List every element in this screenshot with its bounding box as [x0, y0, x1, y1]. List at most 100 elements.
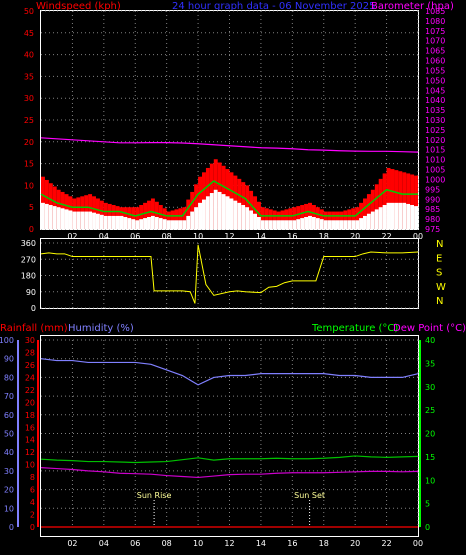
rainfall-tick-label: 8 — [30, 473, 35, 482]
speed-bar — [288, 220, 293, 229]
speed-bar — [88, 211, 93, 229]
gust-bar — [402, 172, 407, 229]
speed-bar — [249, 210, 254, 229]
rainfall-tick-label: 18 — [25, 411, 35, 420]
windspeed-axis-title: Windspeed (kph) — [36, 1, 121, 12]
gust-bar — [382, 173, 387, 229]
temperature-tick-label: 15 — [425, 453, 435, 462]
speed-bar — [174, 220, 179, 229]
temperature-line — [40, 455, 419, 464]
speed-bar — [76, 211, 81, 229]
speed-bar — [347, 220, 352, 229]
speed-bar — [209, 193, 214, 229]
barometer-tick-label: 1035 — [425, 106, 445, 115]
windspeed-tick-label: 20 — [24, 138, 34, 147]
gust-bar — [292, 207, 297, 229]
climate-x-tick-label: 14 — [256, 539, 266, 548]
rainfall-tick-label: 22 — [25, 386, 35, 395]
gust-bar — [170, 210, 175, 229]
speed-bar — [162, 219, 167, 229]
barometer-tick-label: 1070 — [425, 37, 445, 46]
speed-bar — [115, 215, 120, 229]
wind-x-tick-label: 14 — [256, 232, 266, 241]
gust-bar — [135, 207, 140, 229]
direction-tick-label: 0 — [31, 304, 36, 313]
gust-bar — [296, 206, 301, 229]
speed-bar — [131, 219, 136, 229]
speed-bar — [147, 217, 151, 229]
speed-bar — [170, 220, 175, 229]
climate-x-tick-label: 00 — [413, 539, 423, 548]
gust-bar — [147, 200, 151, 229]
gust-bar — [414, 175, 418, 229]
gust-bar — [398, 171, 403, 229]
barometer-tick-label: 1040 — [425, 96, 445, 105]
windspeed-tick-label: 45 — [24, 29, 34, 38]
gust-bar — [355, 207, 360, 229]
gust-bar — [182, 207, 187, 229]
speed-bar — [327, 220, 332, 229]
speed-bar — [135, 220, 140, 229]
rainfall-tick-label: 10 — [25, 461, 35, 470]
barometer-tick-label: 995 — [425, 185, 440, 194]
wind-x-tick-label: 06 — [130, 232, 140, 241]
humidity-tick-label: 40 — [4, 448, 14, 457]
speed-bar — [127, 218, 132, 229]
speed-bar — [52, 206, 57, 229]
barometer-tick-label: 990 — [425, 195, 440, 204]
sunrise-label: Sun Rise — [137, 491, 172, 500]
barometer-tick-label: 1075 — [425, 27, 445, 36]
speed-bar — [394, 202, 399, 229]
direction-tick-label: 180 — [21, 272, 36, 281]
windspeed-tick-label: 15 — [24, 160, 34, 169]
barometer-axis-title: Barometer (hpa) — [371, 1, 454, 12]
gust-bar — [304, 203, 309, 229]
speed-bar — [119, 215, 124, 229]
gust-bar — [139, 205, 144, 229]
dewpoint-axis-title: Dew Point (°C) — [393, 323, 466, 334]
speed-bar — [44, 203, 49, 229]
sunset-label: Sun Set — [294, 491, 325, 500]
speed-bar — [233, 200, 238, 229]
speed-bar — [268, 220, 273, 229]
speed-bar — [382, 205, 387, 229]
gust-bar — [284, 209, 289, 229]
gust-bar — [374, 184, 379, 229]
speed-bar — [103, 215, 108, 229]
speed-bar — [107, 215, 112, 229]
speed-bar — [229, 198, 234, 229]
speed-bar — [296, 219, 301, 229]
windspeed-tick-label: 50 — [24, 7, 34, 16]
speed-bar — [139, 219, 144, 229]
gust-bar — [190, 191, 195, 229]
gust-bar — [410, 174, 415, 229]
speed-bar — [221, 194, 226, 229]
barometer-tick-label: 980 — [425, 215, 440, 224]
direction-tick-label: 270 — [21, 255, 36, 264]
speed-bar — [406, 203, 411, 229]
speed-bar — [398, 202, 403, 229]
compass-label: N — [436, 239, 443, 250]
speed-bar — [64, 209, 69, 229]
climate-x-tick-label: 02 — [67, 539, 77, 548]
temperature-tick-label: 0 — [425, 523, 430, 532]
gust-bar — [347, 209, 352, 229]
humidity-tick-label: 70 — [4, 392, 14, 401]
wind-x-tick-label: 02 — [67, 232, 77, 241]
barometer-tick-label: 1015 — [425, 146, 445, 155]
wind-x-tick-label: 12 — [224, 232, 234, 241]
climate-x-tick-label: 22 — [381, 539, 391, 548]
speed-bar — [95, 213, 100, 229]
rainfall-tick-label: 24 — [25, 373, 35, 382]
speed-bar — [123, 217, 128, 229]
barometer-tick-label: 1060 — [425, 57, 445, 66]
gust-bar — [253, 196, 257, 229]
speed-bar — [280, 220, 285, 229]
speed-bar — [217, 191, 222, 229]
direction-panel — [40, 238, 419, 309]
speed-bar — [41, 202, 45, 229]
humidity-tick-label: 50 — [4, 430, 14, 439]
speed-bar — [264, 220, 269, 229]
speed-bar — [256, 217, 261, 229]
compass-label: N — [436, 296, 443, 307]
